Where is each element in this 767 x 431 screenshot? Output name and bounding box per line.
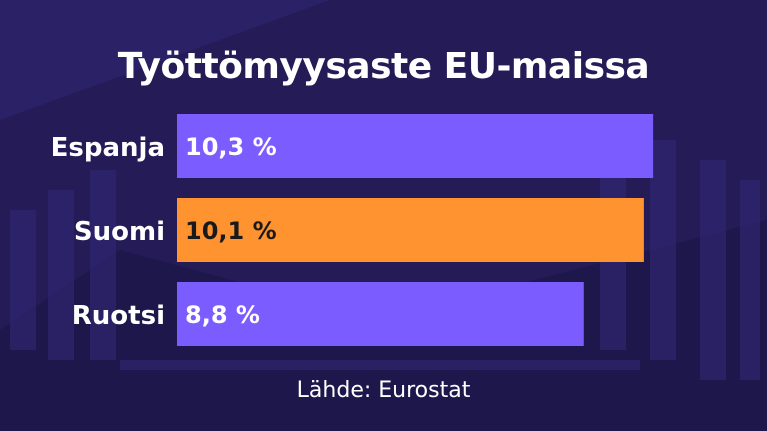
source-label: Lähde: Eurostat — [296, 378, 471, 403]
chart-title: Työttömyysaste EU-maissa — [117, 46, 650, 87]
category-label-suomi: Suomi — [74, 217, 165, 247]
value-label-espanja: 10,3 % — [185, 133, 277, 161]
category-label-espanja: Espanja — [51, 133, 165, 163]
value-label-suomi: 10,1 % — [185, 217, 277, 245]
value-label-ruotsi: 8,8 % — [185, 301, 260, 329]
category-label-ruotsi: Ruotsi — [72, 301, 165, 331]
bar-suomi — [177, 198, 644, 262]
bar-espanja — [177, 114, 654, 178]
bar-ruotsi — [177, 282, 584, 346]
